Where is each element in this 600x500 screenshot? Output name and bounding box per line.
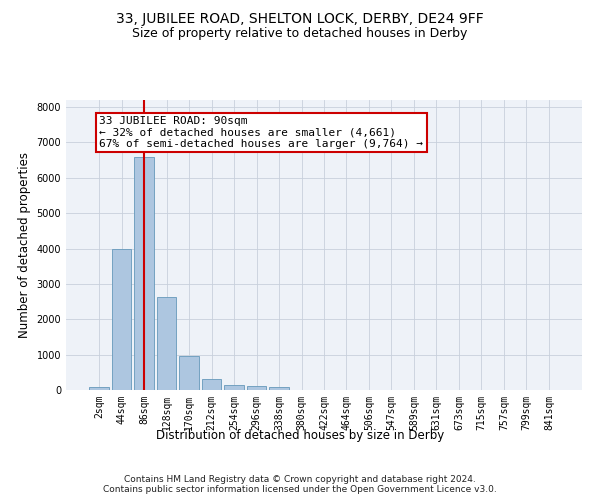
Text: 33 JUBILEE ROAD: 90sqm
← 32% of detached houses are smaller (4,661)
67% of semi-: 33 JUBILEE ROAD: 90sqm ← 32% of detached… <box>99 116 423 149</box>
Text: Size of property relative to detached houses in Derby: Size of property relative to detached ho… <box>133 28 467 40</box>
Bar <box>269 387 289 390</box>
Text: Distribution of detached houses by size in Derby: Distribution of detached houses by size … <box>156 428 444 442</box>
Bar <box>247 386 266 390</box>
Y-axis label: Number of detached properties: Number of detached properties <box>18 152 31 338</box>
Text: Contains public sector information licensed under the Open Government Licence v3: Contains public sector information licen… <box>103 486 497 494</box>
Bar <box>202 379 221 390</box>
Text: Contains HM Land Registry data © Crown copyright and database right 2024.: Contains HM Land Registry data © Crown c… <box>124 476 476 484</box>
Bar <box>134 158 154 390</box>
Text: 33, JUBILEE ROAD, SHELTON LOCK, DERBY, DE24 9FF: 33, JUBILEE ROAD, SHELTON LOCK, DERBY, D… <box>116 12 484 26</box>
Bar <box>157 298 176 390</box>
Bar <box>179 356 199 390</box>
Bar <box>89 387 109 390</box>
Bar <box>112 249 131 390</box>
Bar <box>224 385 244 390</box>
